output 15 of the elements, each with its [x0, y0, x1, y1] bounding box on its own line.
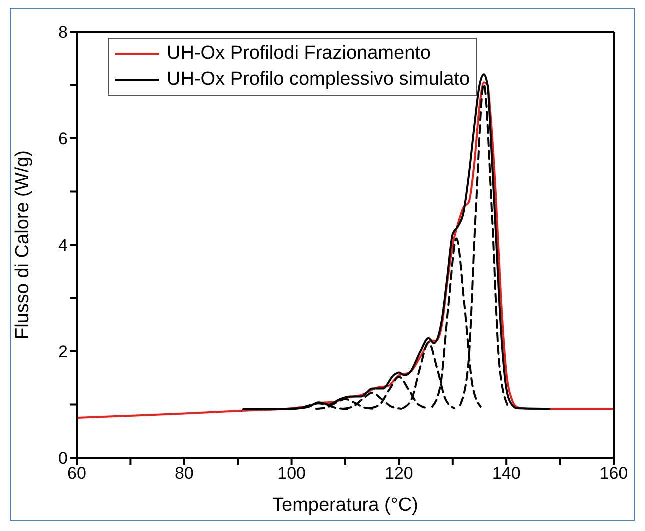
y-tick-label: 2	[58, 342, 68, 362]
y-tick-label: 8	[58, 23, 68, 42]
x-tick-label: 120	[385, 464, 414, 484]
x-tick-label: 100	[278, 464, 306, 484]
y-tick-label: 0	[58, 449, 68, 468]
legend-label: UH-Ox Profilo complessivo simulato	[167, 68, 470, 92]
y-axis-title: Flusso di Calore (W/g)	[12, 150, 34, 340]
y-tick-label: 4	[58, 236, 68, 256]
x-tick-label: 80	[174, 464, 194, 484]
legend-label: UH-Ox Profilodi Frazionamento	[167, 42, 431, 66]
x-tick-label: 60	[68, 464, 86, 484]
x-axis-title: Temperatura (°C)	[272, 495, 418, 516]
x-tick-label: 140	[492, 464, 521, 484]
x-tick-label: 160	[600, 464, 628, 484]
y-tick-label: 6	[58, 130, 68, 149]
